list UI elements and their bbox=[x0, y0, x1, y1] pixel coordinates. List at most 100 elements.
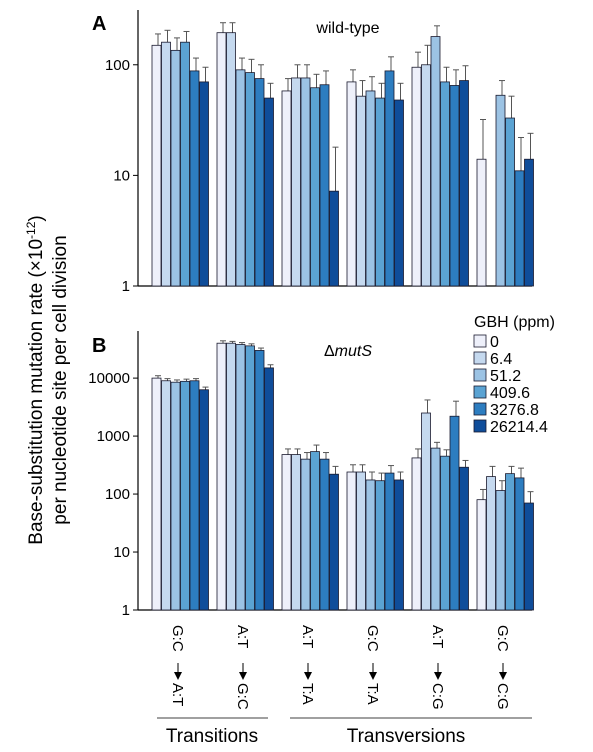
bar bbox=[264, 367, 274, 611]
bar bbox=[411, 457, 422, 611]
panel-b-title: ΔmutS bbox=[324, 343, 372, 360]
bar bbox=[449, 85, 460, 287]
bar bbox=[151, 377, 162, 611]
bar bbox=[291, 454, 301, 611]
bar bbox=[459, 80, 469, 287]
legend-swatch bbox=[473, 351, 487, 365]
bar bbox=[300, 458, 311, 611]
bar bbox=[319, 84, 330, 287]
bar bbox=[486, 476, 496, 611]
y-tick-label: 1000 bbox=[97, 428, 130, 445]
panel-a-label: A bbox=[92, 13, 106, 35]
bar bbox=[226, 32, 236, 287]
bar bbox=[161, 380, 171, 611]
y-axis-label-line1: Base-substitution mutation rate (×10 bbox=[26, 239, 47, 545]
bar bbox=[440, 81, 450, 287]
bar bbox=[394, 99, 404, 287]
bar bbox=[310, 451, 320, 611]
bar bbox=[281, 454, 292, 611]
arrow-head bbox=[174, 672, 182, 680]
panel-a: A wild-type 1 10 100 bbox=[92, 10, 534, 295]
bar bbox=[384, 70, 395, 287]
y-tick-label: 10 bbox=[113, 167, 130, 184]
bar bbox=[189, 380, 200, 611]
bar bbox=[524, 158, 534, 287]
legend-entry: 409.6 bbox=[490, 385, 530, 402]
y-tick-label: 10000 bbox=[88, 370, 130, 387]
panel-b-title-main: mutS bbox=[335, 343, 373, 360]
arrow-head bbox=[239, 672, 247, 680]
bar bbox=[495, 94, 506, 287]
bar bbox=[514, 477, 525, 611]
legend-swatch bbox=[473, 402, 487, 416]
bar bbox=[375, 97, 385, 287]
arrow-head bbox=[434, 672, 442, 680]
bar bbox=[365, 479, 376, 611]
x-category-label: G:C C:G bbox=[494, 625, 511, 710]
bar bbox=[514, 170, 525, 287]
bar bbox=[449, 415, 460, 611]
bar bbox=[430, 36, 441, 287]
bar bbox=[476, 499, 487, 611]
x-category-from: G:C bbox=[494, 625, 511, 652]
bar bbox=[495, 490, 506, 611]
bar bbox=[180, 380, 190, 611]
arrow-head bbox=[499, 672, 507, 680]
x-category-to: C:G bbox=[494, 683, 511, 710]
legend-swatch bbox=[473, 368, 487, 382]
bar bbox=[346, 471, 357, 611]
bar bbox=[524, 502, 534, 611]
bar bbox=[411, 66, 422, 287]
legend-entry: 0 bbox=[490, 334, 499, 351]
panel-a-title: wild-type bbox=[315, 20, 379, 37]
bar bbox=[216, 342, 227, 611]
y-axis-label-line2: per nucleotide site per cell division bbox=[50, 235, 71, 524]
bar bbox=[281, 90, 292, 287]
x-category-from: A:T bbox=[234, 625, 251, 648]
panel-b-bars bbox=[151, 340, 534, 611]
bar bbox=[235, 69, 246, 287]
bar bbox=[216, 32, 227, 287]
bar bbox=[319, 458, 330, 611]
x-axis-categories: G:C A:T A:T G:C A:T T:A G:C T:A A:T C:G G:C C:G bbox=[169, 625, 511, 710]
bar bbox=[254, 78, 265, 287]
x-category-to: T:A bbox=[299, 683, 316, 705]
transitions-label: Transitions bbox=[166, 726, 258, 747]
x-category-from: A:T bbox=[299, 625, 316, 648]
bar bbox=[161, 41, 171, 287]
bar bbox=[384, 472, 395, 611]
x-category-label: A:T C:G bbox=[429, 625, 446, 710]
bar bbox=[421, 412, 431, 611]
bar bbox=[365, 90, 376, 287]
bar bbox=[170, 49, 181, 287]
x-category-to: T:A bbox=[364, 683, 381, 705]
bar bbox=[329, 473, 339, 611]
bar bbox=[421, 64, 431, 287]
bar bbox=[440, 455, 450, 611]
bar bbox=[329, 190, 339, 287]
x-category-label: G:C T:A bbox=[364, 625, 381, 705]
x-category-label: A:T T:A bbox=[299, 625, 316, 705]
bar bbox=[226, 342, 236, 611]
bar bbox=[459, 466, 469, 611]
bar bbox=[254, 350, 265, 611]
x-category-to: G:C bbox=[234, 683, 251, 710]
panel-a-bars bbox=[151, 22, 534, 287]
arrow-head bbox=[304, 672, 312, 680]
bar bbox=[356, 471, 366, 611]
legend-swatch bbox=[473, 385, 487, 399]
x-category-from: A:T bbox=[429, 625, 446, 648]
y-tick-label: 100 bbox=[105, 57, 130, 74]
x-category-from: G:C bbox=[169, 625, 186, 652]
y-tick-label: 100 bbox=[105, 486, 130, 503]
legend-entry: 26214.4 bbox=[490, 419, 548, 436]
bar bbox=[189, 70, 200, 287]
bar bbox=[291, 77, 301, 287]
y-axis-label-line1-end: ) bbox=[26, 215, 47, 221]
x-category-label: G:C A:T bbox=[169, 625, 186, 706]
bar bbox=[505, 117, 515, 287]
legend-swatch bbox=[473, 334, 487, 348]
bar bbox=[476, 158, 487, 287]
